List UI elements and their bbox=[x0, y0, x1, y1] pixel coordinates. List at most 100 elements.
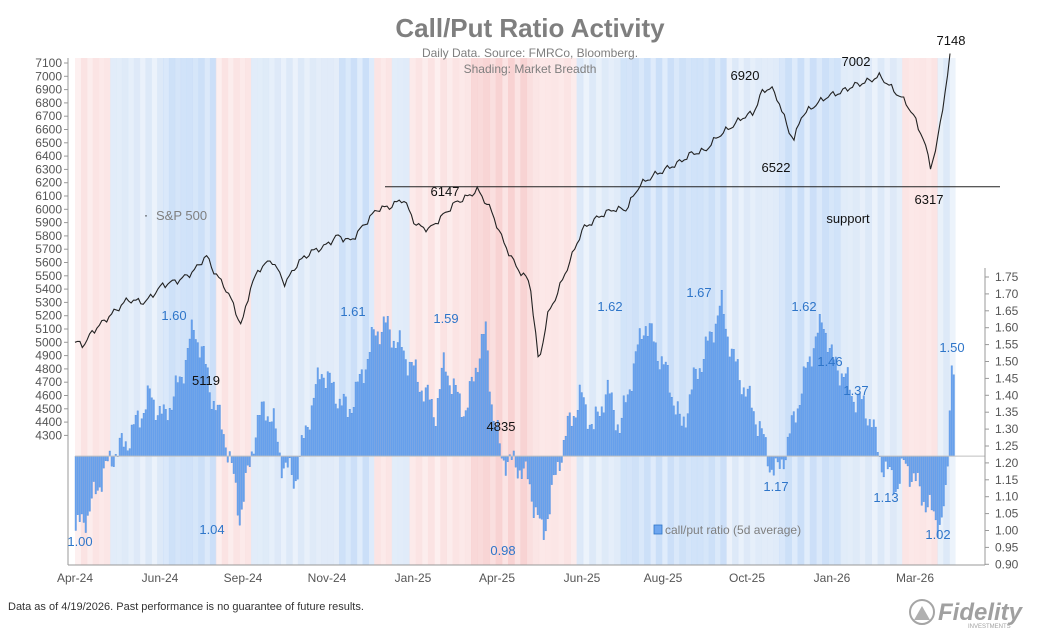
ratio-bar bbox=[476, 372, 479, 457]
ratio-bar bbox=[154, 420, 157, 457]
shading-stripe bbox=[691, 58, 698, 565]
right-tick-label: 1.70 bbox=[995, 287, 1019, 301]
ratio-bar bbox=[126, 450, 129, 457]
shading-stripe bbox=[471, 58, 478, 565]
ratio-bar bbox=[176, 382, 179, 457]
ratio-bar bbox=[942, 455, 945, 507]
ratio-bar bbox=[408, 361, 411, 457]
ratio-bar bbox=[312, 397, 315, 457]
ratio-bar bbox=[512, 450, 515, 457]
ratio-bar bbox=[452, 378, 455, 457]
shading-stripe bbox=[489, 58, 497, 565]
shading-stripe bbox=[192, 58, 199, 565]
shading-stripe bbox=[877, 58, 885, 565]
ratio-bar bbox=[744, 396, 747, 457]
shading-stripe bbox=[495, 58, 503, 565]
ratio-bar bbox=[300, 435, 303, 457]
ratio-bar bbox=[788, 433, 791, 457]
ratio-bar bbox=[762, 434, 765, 457]
ratio-bar bbox=[316, 367, 319, 457]
shading-stripe bbox=[75, 58, 82, 565]
ratio-bar bbox=[78, 455, 81, 522]
left-tick-label: 5200 bbox=[35, 309, 62, 323]
ratio-bar bbox=[612, 410, 615, 457]
sp500-polyline bbox=[74, 53, 951, 358]
ratio-bar bbox=[430, 399, 433, 457]
ratio-bar bbox=[880, 455, 883, 473]
ratio-bar bbox=[324, 388, 327, 457]
ratio-bar bbox=[460, 417, 463, 457]
ratio-bar bbox=[604, 394, 607, 457]
footer-disclaimer: Data as of 4/19/2026. Past performance i… bbox=[8, 601, 364, 613]
ratio-bar bbox=[702, 358, 705, 457]
shading-stripe bbox=[538, 58, 546, 565]
right-tick-label: 1.45 bbox=[995, 371, 1019, 385]
ratio-bar bbox=[810, 366, 813, 457]
ratio-bar bbox=[946, 455, 949, 467]
ratio-bar bbox=[182, 383, 185, 457]
ratio-bar bbox=[914, 455, 917, 482]
ratio-bar bbox=[358, 373, 361, 457]
ratio-bar bbox=[260, 401, 263, 457]
shading-stripe bbox=[362, 58, 369, 565]
ratio-bar bbox=[730, 348, 733, 457]
x-tick-label: Nov-24 bbox=[308, 571, 347, 585]
ratio-bar bbox=[152, 399, 155, 457]
left-tick-label: 6400 bbox=[35, 149, 62, 163]
ratio-bar bbox=[836, 370, 839, 457]
shading-stripe bbox=[145, 58, 152, 565]
ratio-bar bbox=[338, 398, 341, 457]
ratio-bar bbox=[734, 361, 737, 457]
ratio-bar bbox=[322, 377, 325, 457]
ratio-bar bbox=[932, 455, 935, 512]
ratio-bar bbox=[74, 455, 77, 531]
ratio-bar bbox=[924, 455, 927, 513]
ratio-bar bbox=[86, 455, 89, 516]
ratio-bar bbox=[292, 455, 295, 489]
ratio-bar bbox=[876, 452, 879, 457]
shading-stripe bbox=[350, 58, 358, 565]
x-tick-label: Sep-24 bbox=[224, 571, 263, 585]
ratio-bar bbox=[106, 455, 109, 462]
ratio-bar bbox=[886, 455, 889, 470]
ratio-bar bbox=[614, 430, 617, 457]
shading-stripe bbox=[256, 58, 264, 565]
ratio-bar bbox=[110, 455, 113, 467]
ratio-bar bbox=[510, 455, 513, 460]
left-tick-label: 4900 bbox=[35, 349, 62, 363]
ratio-bar bbox=[854, 412, 857, 457]
ratio-bar bbox=[556, 455, 559, 462]
ratio-bar bbox=[550, 455, 553, 485]
shading-stripe bbox=[896, 58, 903, 565]
ratio-bar bbox=[390, 347, 393, 457]
shading-stripe bbox=[696, 58, 704, 565]
shading-stripe bbox=[233, 58, 240, 565]
shading-stripe bbox=[737, 58, 745, 565]
chart-title: Call/Put Ratio Activity bbox=[395, 13, 665, 43]
left-tick-label: 6900 bbox=[35, 83, 62, 97]
ratio-bar bbox=[706, 340, 709, 457]
ratio-bar bbox=[736, 359, 739, 457]
shading-stripe bbox=[133, 58, 141, 565]
shading-stripe bbox=[822, 58, 829, 565]
ratio-bar bbox=[420, 390, 423, 457]
shading-stripe bbox=[913, 58, 921, 565]
shading-stripe bbox=[483, 58, 491, 565]
ratio-bar bbox=[268, 421, 271, 457]
ratio-bar bbox=[846, 367, 849, 457]
ratio-bar bbox=[602, 412, 605, 457]
annotation-label: 1.67 bbox=[686, 285, 711, 300]
ratio-bar bbox=[732, 349, 735, 457]
ratio-bar bbox=[802, 366, 805, 457]
shading-stripe bbox=[809, 58, 817, 565]
ratio-bar bbox=[448, 385, 451, 457]
chart-subtitle-2: Shading: Market Breadth bbox=[464, 62, 597, 76]
ratio-bar bbox=[628, 389, 631, 457]
shading-stripe bbox=[785, 58, 792, 565]
ratio-bar bbox=[742, 387, 745, 457]
ratio-bar bbox=[456, 391, 459, 457]
ratio-bar bbox=[482, 334, 485, 457]
ratio-bar bbox=[872, 419, 875, 457]
shading-stripe bbox=[846, 58, 854, 565]
ratio-bar bbox=[464, 410, 467, 457]
